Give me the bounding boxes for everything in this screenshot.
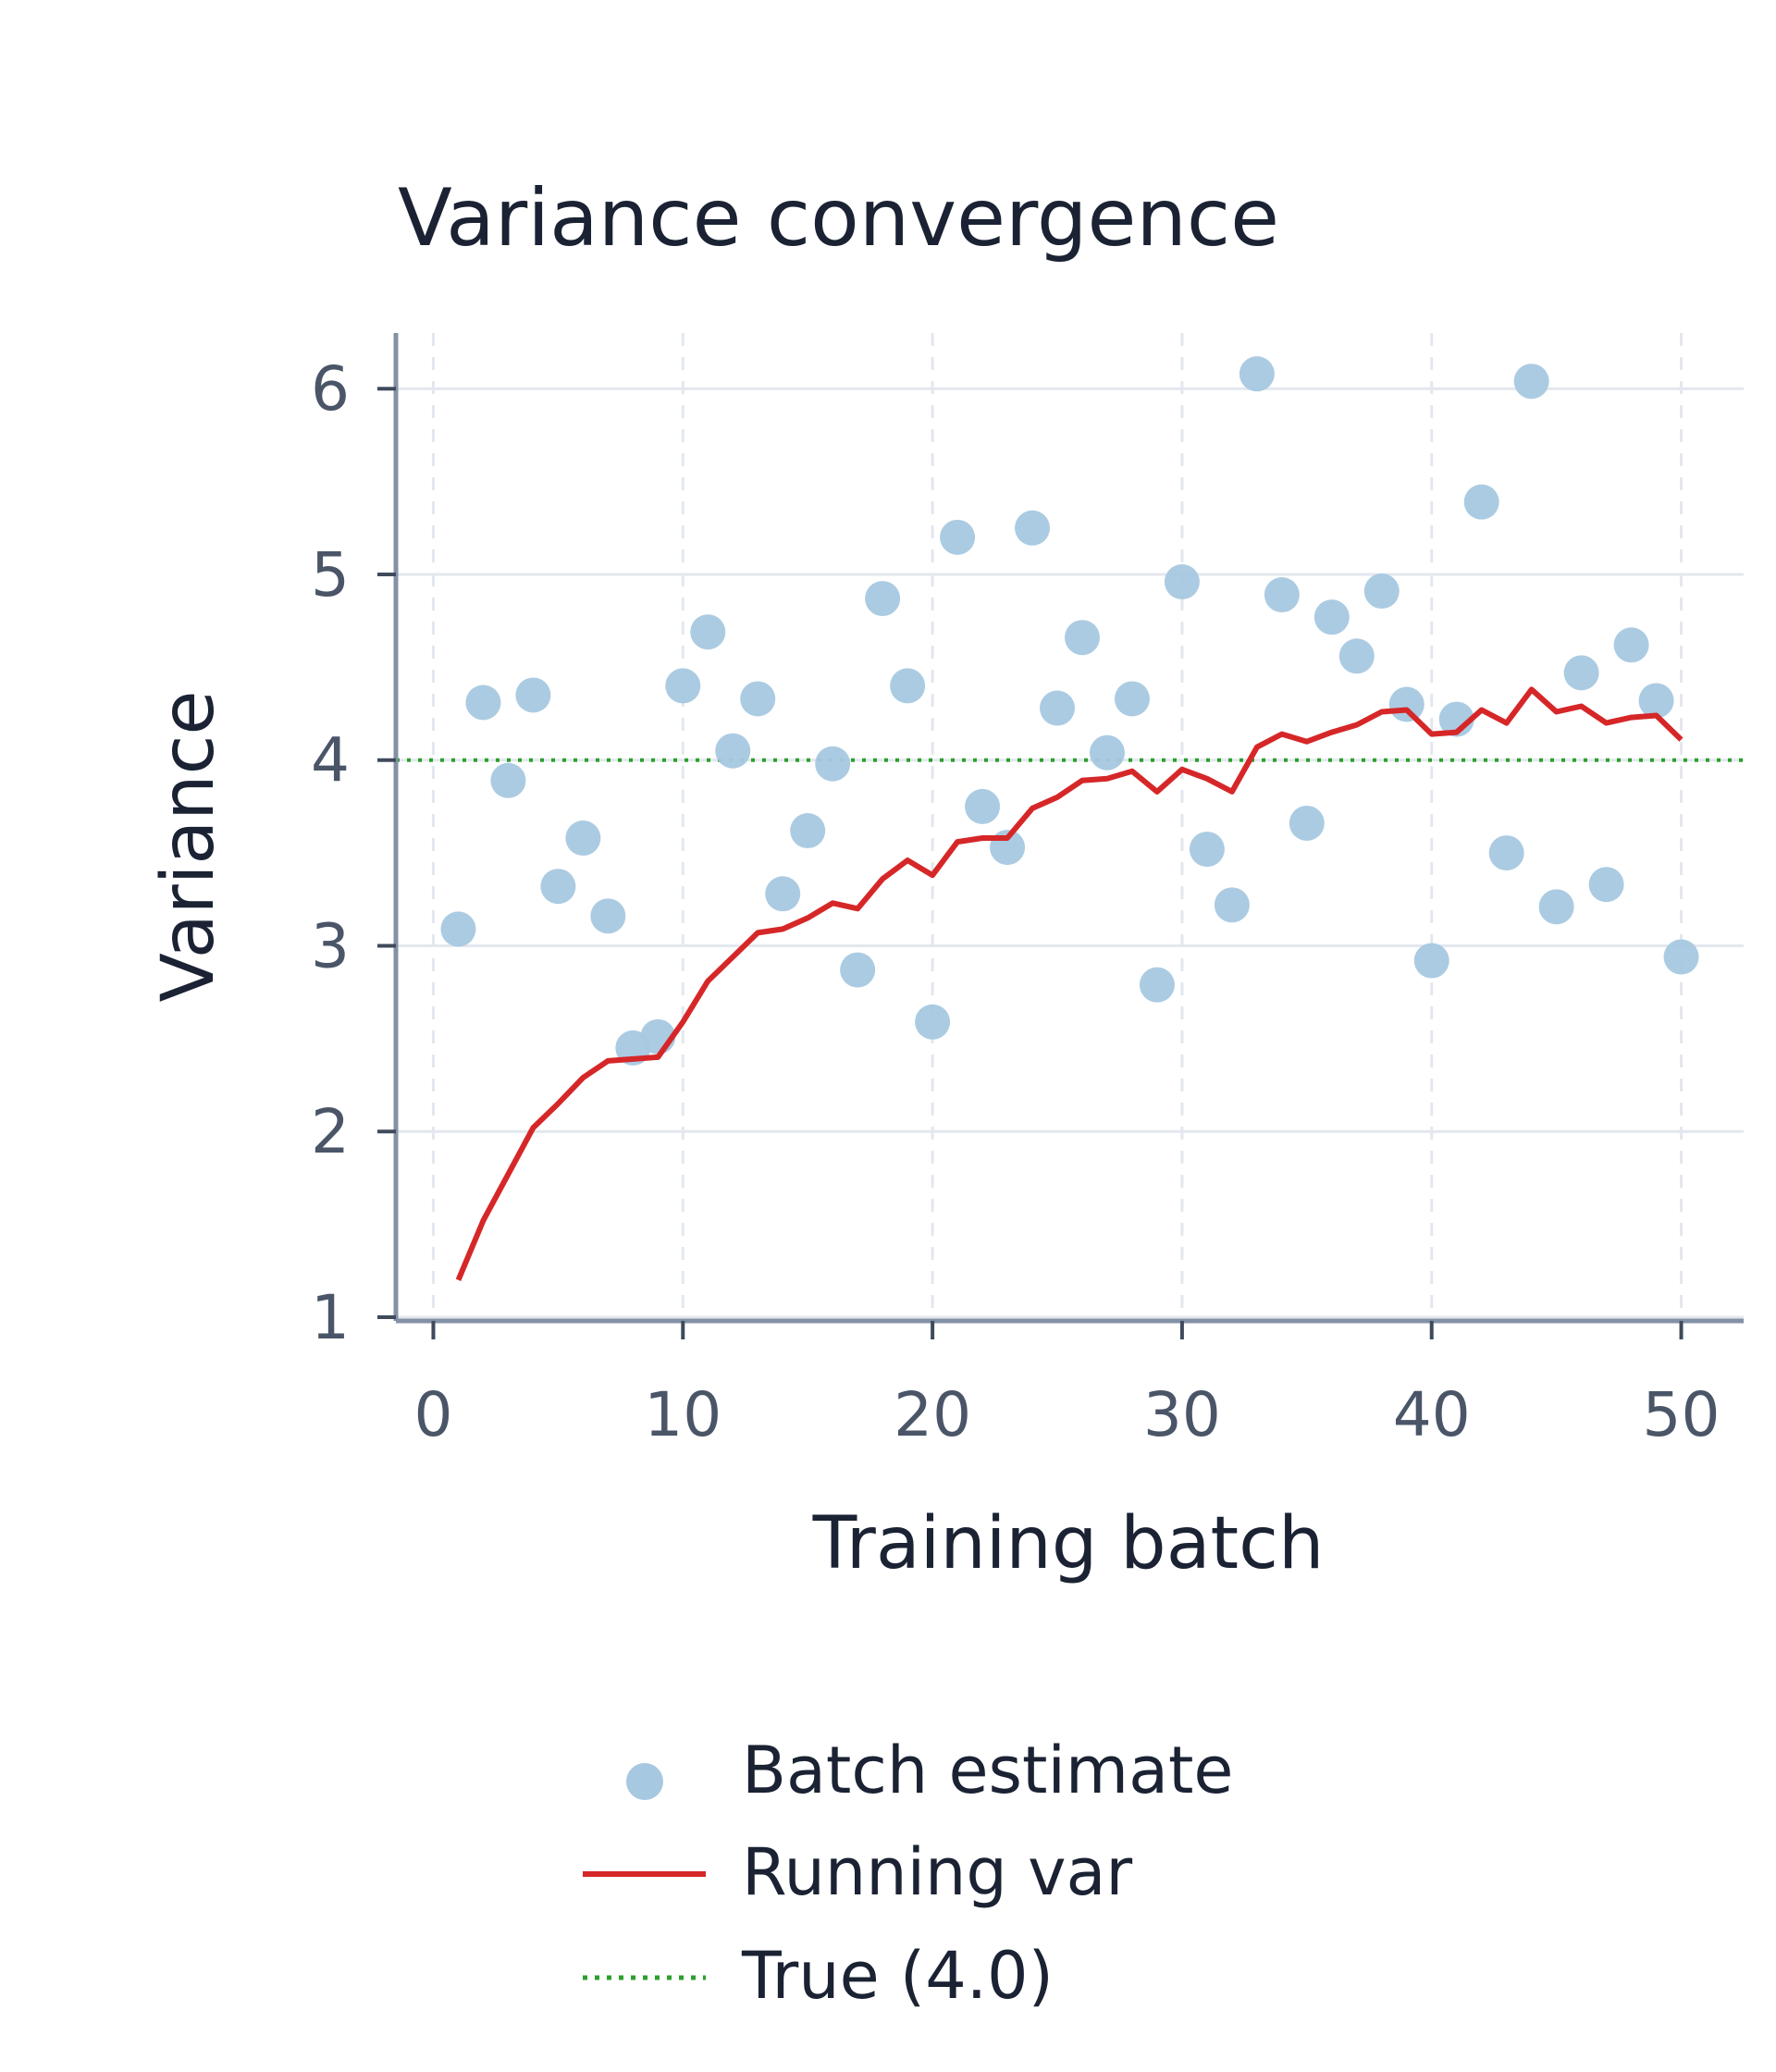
- scatter-point: [1139, 967, 1175, 1003]
- running-var-line: [455, 686, 1684, 1281]
- scatter-point: [1338, 638, 1375, 674]
- scatter-point: [1413, 943, 1449, 979]
- scatter-point: [1264, 577, 1300, 613]
- scatter-point: [515, 677, 551, 713]
- scatter-point: [1314, 599, 1350, 635]
- scatter-point: [815, 746, 851, 782]
- scatter-point: [465, 684, 501, 721]
- legend-marker-batch-estimate: [626, 1763, 663, 1800]
- legend-label-running-var: Running var: [742, 1834, 1132, 1910]
- y-tick-label: 4: [311, 725, 350, 796]
- x-tick-label: 10: [644, 1379, 722, 1450]
- scatter-point: [440, 911, 476, 947]
- grid: [396, 333, 1744, 1321]
- scatter-point: [1114, 681, 1150, 717]
- scatter-point: [565, 820, 601, 857]
- axes: [377, 333, 1744, 1339]
- legend-label-batch-estimate: Batch estimate: [742, 1733, 1234, 1808]
- scatter-point: [715, 733, 751, 769]
- running-var-polyline: [455, 686, 1684, 1281]
- scatter-point: [1189, 832, 1225, 868]
- scatter-point: [1563, 655, 1599, 691]
- y-tick-label: 6: [311, 353, 350, 425]
- scatter-point: [690, 614, 726, 650]
- scatter-point: [1588, 867, 1624, 903]
- scatter-point: [1663, 939, 1699, 975]
- scatter-point: [1214, 887, 1250, 923]
- scatter-point: [865, 581, 901, 617]
- scatter-point: [1289, 805, 1325, 841]
- scatter-point: [790, 813, 826, 849]
- scatter-point: [1613, 627, 1649, 663]
- scatter-point: [1164, 564, 1200, 600]
- scatter-point: [1488, 835, 1524, 871]
- scatter-point: [765, 876, 801, 912]
- x-axis-label: Training batch: [812, 1502, 1325, 1585]
- scatter-point: [490, 762, 526, 798]
- scatter-point: [740, 681, 776, 717]
- scatter-point: [840, 952, 876, 988]
- scatter-point: [1363, 574, 1400, 610]
- batch-estimate-points: [440, 356, 1699, 1066]
- y-tick-label: 2: [311, 1096, 350, 1167]
- scatter-point: [1638, 683, 1674, 719]
- scatter-point: [940, 519, 976, 555]
- scatter-point: [890, 668, 926, 704]
- tick-labels: 1 2 3 4 5 6 0 10 20 30 40 50: [311, 353, 1720, 1450]
- scatter-point: [915, 1004, 951, 1040]
- scatter-point: [540, 869, 576, 905]
- scatter-point: [1513, 364, 1549, 400]
- y-tick-label: 3: [311, 910, 350, 981]
- scatter-point: [1089, 734, 1125, 771]
- chart-title: Variance convergence: [398, 172, 1279, 265]
- legend: Batch estimate Running var True (4.0): [583, 1733, 1234, 2014]
- scatter-point: [590, 898, 626, 934]
- x-tick-label: 50: [1643, 1379, 1720, 1450]
- scatter-point: [1463, 484, 1499, 520]
- scatter-point: [665, 668, 701, 704]
- y-tick-label: 5: [311, 539, 350, 610]
- legend-label-true: True (4.0): [741, 1938, 1054, 2014]
- scatter-point: [1064, 620, 1100, 656]
- x-tick-label: 40: [1393, 1379, 1471, 1450]
- scatter-point: [1015, 510, 1051, 546]
- x-tick-label: 0: [413, 1379, 452, 1450]
- scatter-point: [1040, 690, 1076, 726]
- scatter-point: [965, 788, 1001, 824]
- x-tick-label: 20: [894, 1379, 971, 1450]
- y-tick-label: 1: [311, 1282, 350, 1353]
- y-axis-label: Variance: [147, 691, 230, 1003]
- x-tick-label: 30: [1143, 1379, 1221, 1450]
- scatter-point: [1538, 889, 1574, 925]
- scatter-point: [1239, 356, 1275, 392]
- scatter-point: [1388, 686, 1424, 722]
